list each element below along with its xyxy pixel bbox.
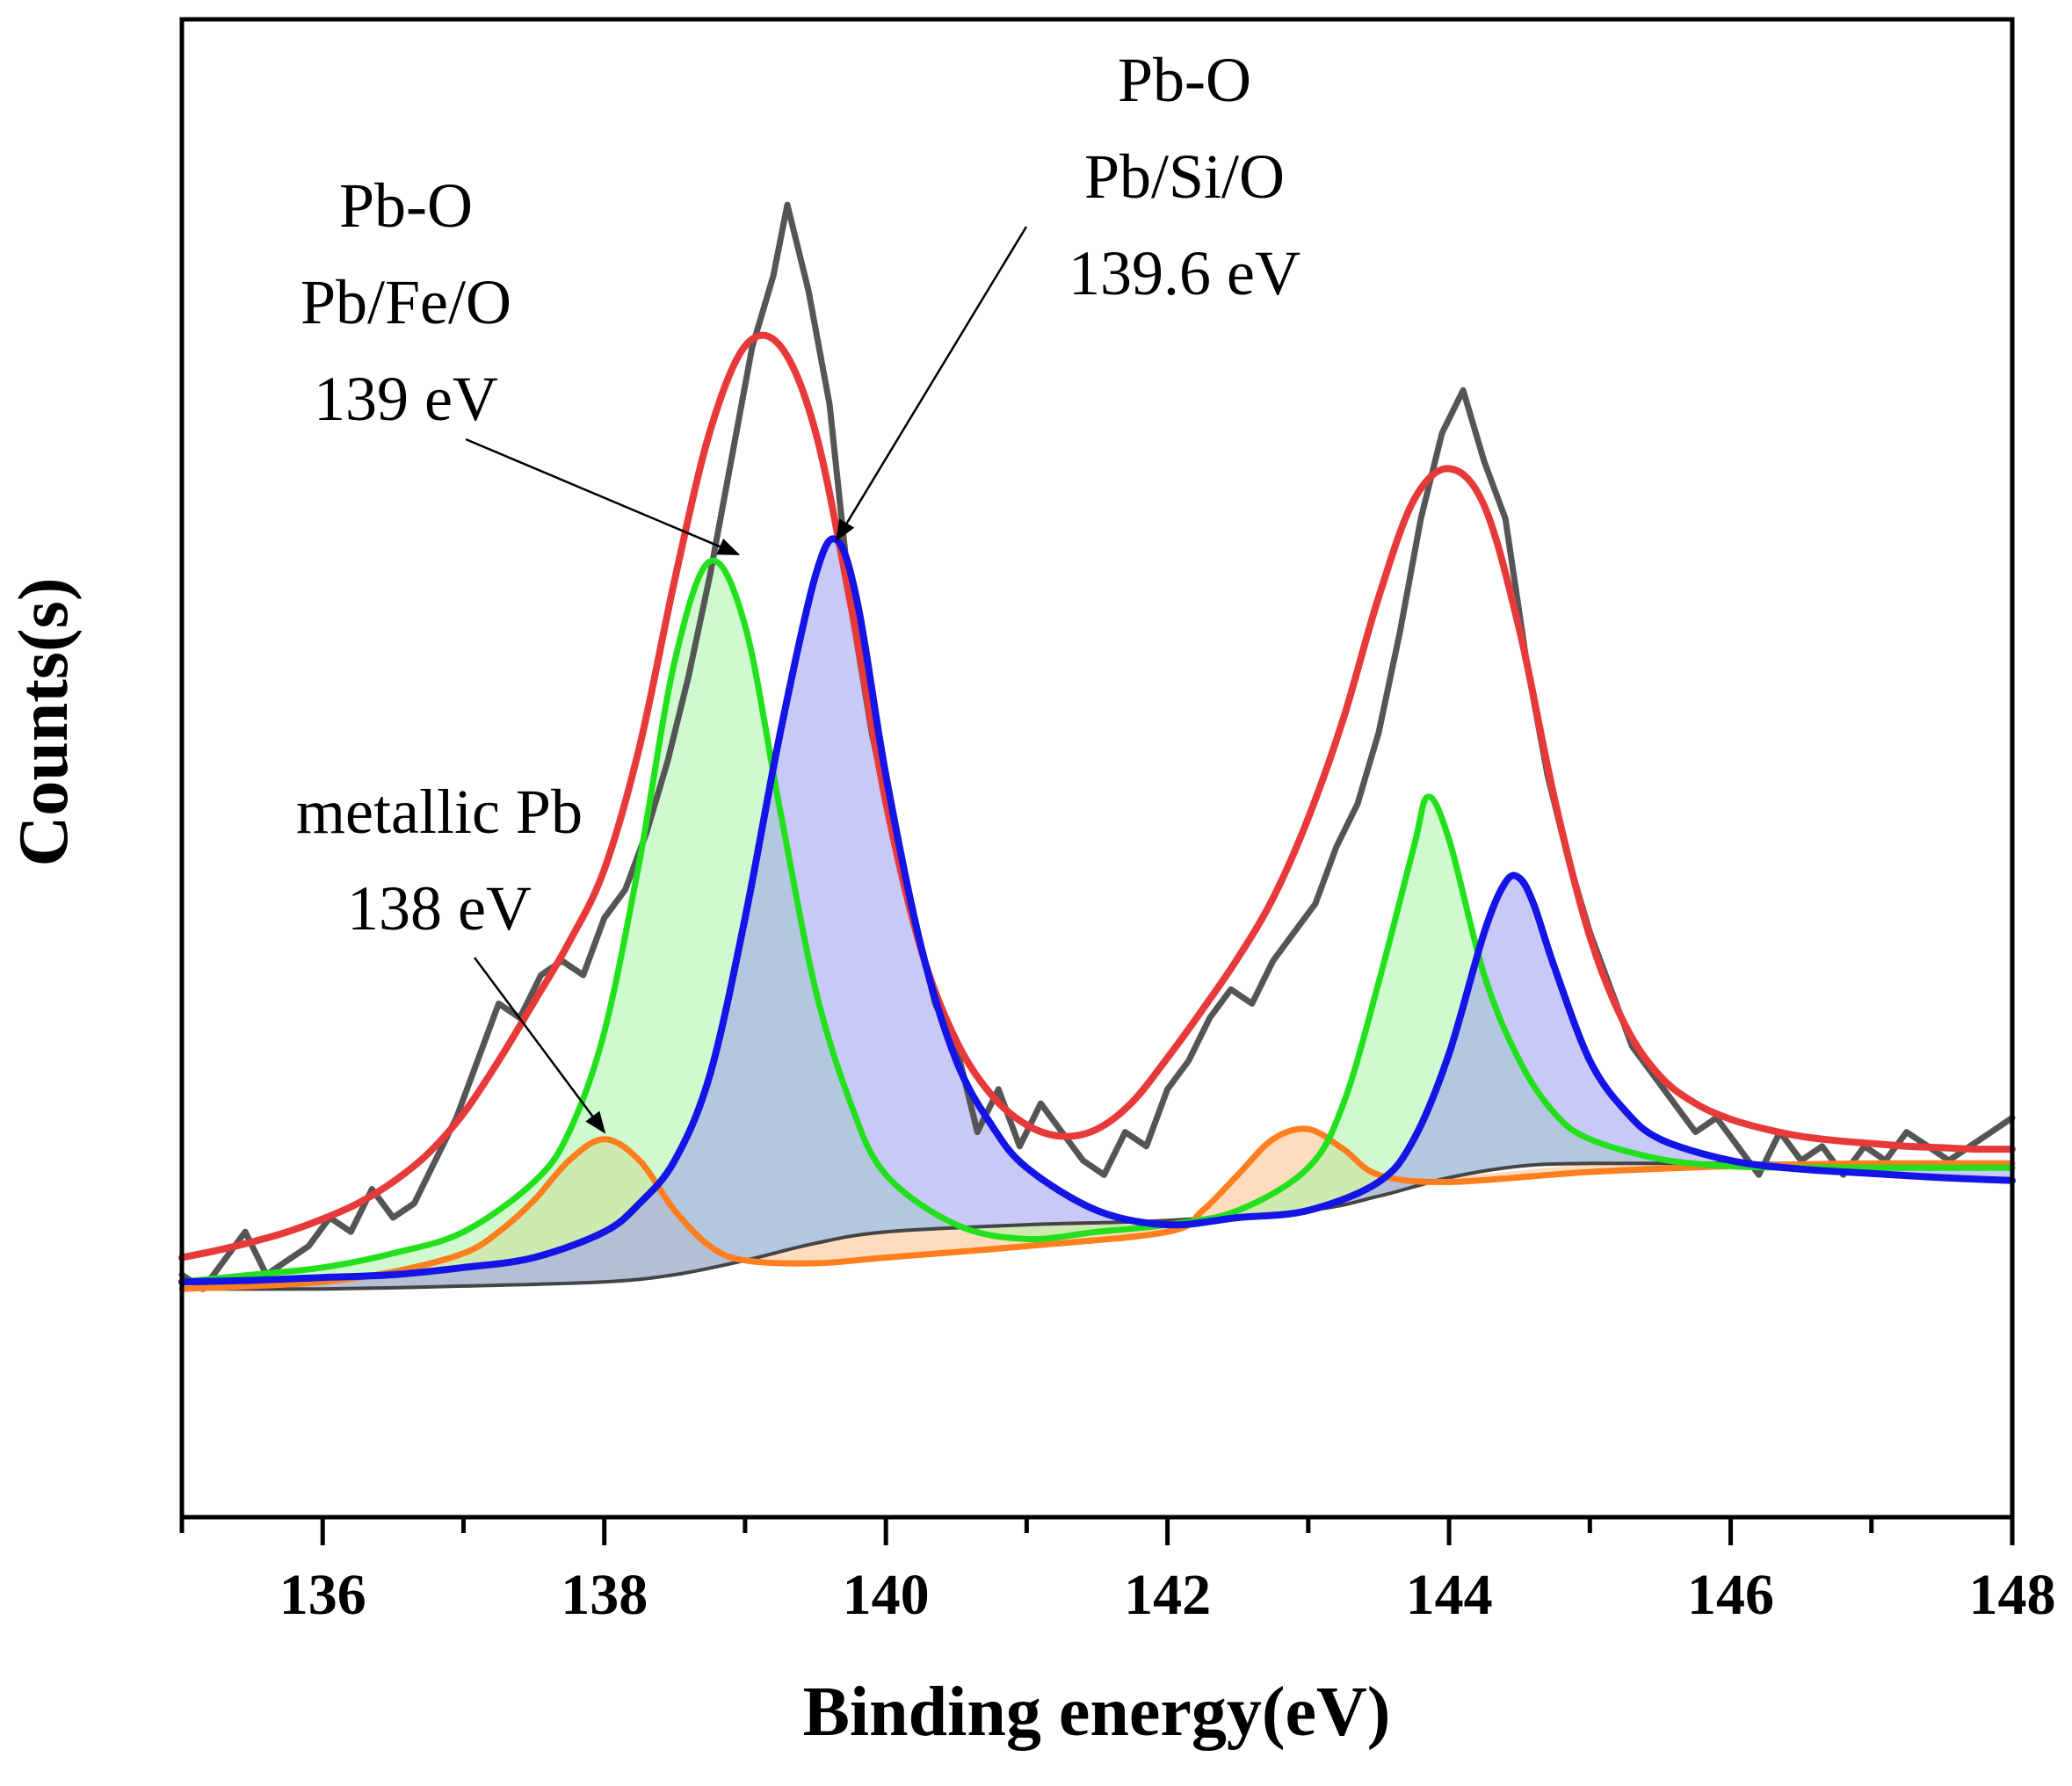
series-line-metallic	[178, 1125, 2016, 1292]
annotation-pbsi-line: Pb-O	[1118, 45, 1251, 115]
x-tick-label: 146	[1687, 1563, 1774, 1627]
annotation-arrow-metallic	[473, 957, 606, 1134]
y-axis-title: Counts(s)	[5, 578, 83, 867]
annotations-layer: metallic Pb 138 eV Pb-O Pb/Fe/O 139 eV Pb-O Pb…	[296, 45, 1300, 1134]
series-line-background	[180, 1161, 2014, 1291]
series-line-pbsi	[178, 535, 2016, 1286]
annotation-pbsi-line: Pb/Si/O	[1084, 141, 1285, 212]
annotation-pbfe-line: Pb-O	[339, 170, 473, 241]
annotation-pbfe-line: 139 eV	[314, 364, 498, 434]
annotation-pbfe-line: Pb/Fe/O	[301, 267, 511, 337]
series-line-envelope	[178, 331, 2016, 1262]
fill-pbsi	[182, 539, 2012, 1290]
plot-frame	[179, 17, 2015, 1520]
lines-layer	[178, 201, 2016, 1292]
x-tick-label: 136	[279, 1563, 366, 1627]
fills-layer	[182, 539, 2012, 1290]
series-line-raw	[178, 201, 2016, 1292]
x-tick-label: 138	[561, 1563, 648, 1627]
x-tick-label: 148	[1969, 1563, 2056, 1627]
annotation-metallic-line: 138 eV	[347, 873, 532, 944]
annotation-arrow-pbsi	[835, 226, 1028, 542]
x-tick-label: 140	[843, 1563, 930, 1627]
x-axis-title: Binding energy(eV)	[803, 1674, 1391, 1751]
annotation-metallic-line: metallic Pb	[296, 777, 583, 847]
annotation-arrow-pbfe	[465, 437, 741, 556]
x-tick-label: 144	[1406, 1563, 1493, 1627]
x-tick-label: 142	[1124, 1563, 1211, 1627]
x-axis: 136 138 140 142 144 146 148	[179, 1517, 2056, 1627]
annotation-pbsi-line: 139.6 eV	[1069, 238, 1300, 308]
fill-pbfe	[182, 560, 2012, 1290]
